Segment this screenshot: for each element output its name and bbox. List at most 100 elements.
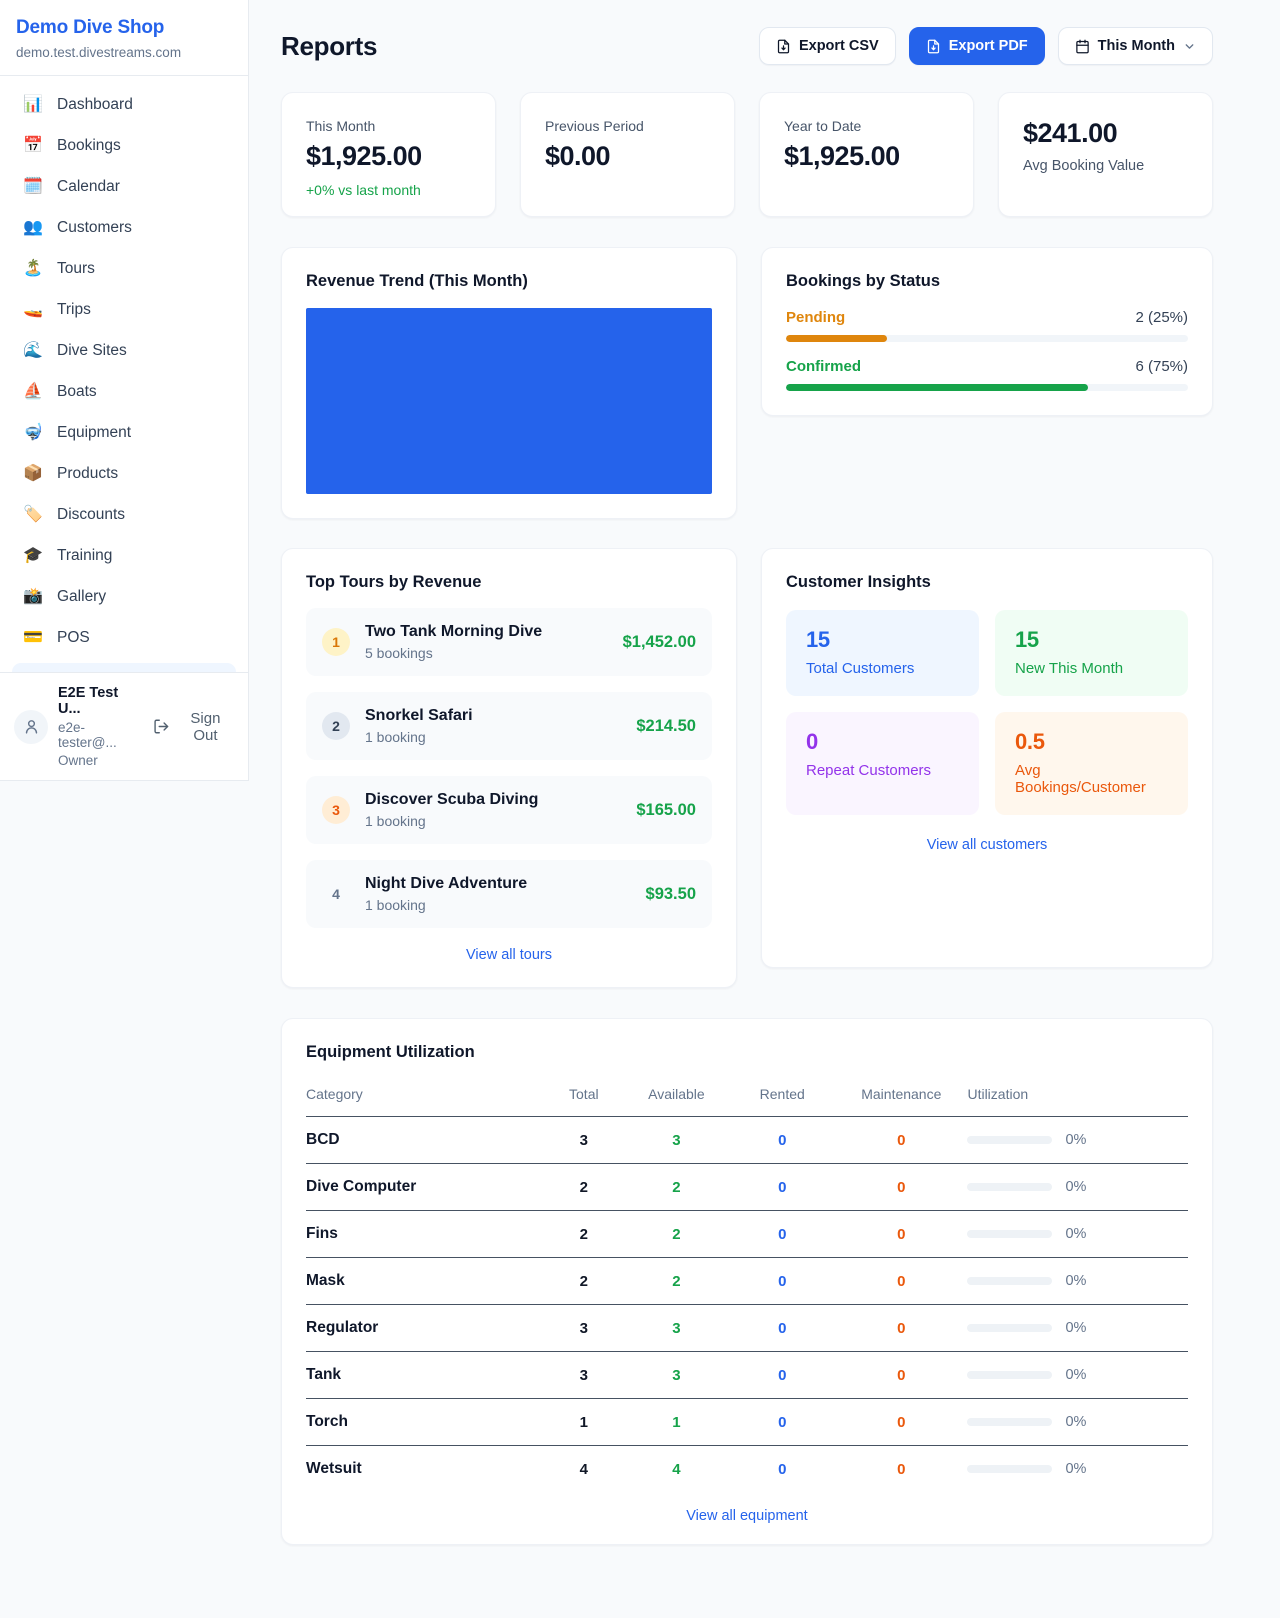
sidebar-item[interactable]: 🏷️ Discounts [12,496,236,534]
stat-card-year-to-date: Year to Date $1,925.00 [759,92,974,217]
top-tours-card: Top Tours by Revenue 1 Two Tank Morning … [281,548,737,988]
nav-item-label: Bookings [57,137,121,154]
nav-item-label: Products [57,465,119,482]
cell-rented: 0 [729,1257,836,1305]
file-download-icon [927,39,939,53]
cell-maintenance: 0 [835,1304,968,1352]
main-content: Reports Export CSV Export PDF This Month… [250,0,1280,1618]
rank-badge: 4 [332,886,340,902]
table-row: Torch 1 1 0 0 0% [306,1398,1188,1446]
sidebar-item[interactable]: 💳 POS [12,619,236,657]
cell-total: 3 [544,1116,624,1164]
revenue-trend-title: Revenue Trend (This Month) [306,272,528,290]
insight-value: 15 [806,627,830,652]
sidebar-item[interactable]: 🌊 Dive Sites [12,332,236,370]
rank-badge: 2 [322,712,350,740]
cell-category: Mask [306,1257,545,1305]
period-label: This Month [1097,38,1175,54]
nav-item-icon: 🏝️ [23,260,43,277]
utilization-percent: 0% [1065,1320,1087,1336]
nav-item-label: Customers [57,219,132,236]
user-name: E2E Test U... [58,685,119,717]
table-row: Mask 2 2 0 0 0% [306,1257,1188,1305]
sidebar-item[interactable]: 🏝️ Tours [12,250,236,288]
cell-maintenance: 0 [897,1460,906,1478]
revenue-trend-card: Revenue Trend (This Month) [281,247,737,519]
shop-name: Demo Dive Shop [16,17,165,38]
cell-available: 4 [672,1460,681,1478]
stat-card-avg-booking-value: $241.00 Avg Booking Value [998,92,1213,217]
export-csv-label: Export CSV [798,38,879,54]
nav-item-label: Discounts [57,506,126,523]
cell-total: 2 [544,1163,624,1211]
active-nav-peek[interactable] [12,663,236,672]
tour-name: Night Dive Adventure [365,875,528,892]
utilization-bar-track [967,1324,1053,1332]
sidebar-item[interactable]: 🎓 Training [12,537,236,575]
nav-item-label: Gallery [57,588,107,605]
cell-available: 3 [623,1304,730,1352]
top-tours-title: Top Tours by Revenue [306,573,482,591]
status-count: 6 (75%) [1135,358,1188,375]
utilization-bar-track [967,1418,1053,1426]
stats-row: This Month $1,925.00 +0% vs last month P… [281,92,1213,217]
view-all-tours-link[interactable]: View all tours [306,947,712,963]
table-row: Regulator 3 3 0 0 0% [306,1304,1188,1352]
charts-row: Revenue Trend (This Month) Bookings by S… [281,247,1213,519]
sidebar-item[interactable]: 📸 Gallery [12,578,236,616]
header-actions: Export CSV Export PDF This Month [758,27,1213,65]
user-role: Owner [58,753,98,768]
stat-value: $1,925.00 [306,141,422,171]
utilization-bar-track [967,1371,1053,1379]
tour-bookings: 1 booking [365,729,426,745]
nav-item-label: Dive Sites [57,342,127,359]
cell-total: 3 [544,1304,624,1352]
period-dropdown[interactable]: This Month [1057,27,1213,65]
column-header-rented: Rented [729,1076,836,1117]
sidebar-item[interactable]: 📅 Bookings [12,127,236,165]
cell-available: 2 [623,1163,730,1211]
export-pdf-button[interactable]: Export PDF [908,27,1045,65]
sidebar-item[interactable]: 🚤 Trips [12,291,236,329]
stat-card-previous-period: Previous Period $0.00 [520,92,735,217]
sidebar-item[interactable]: 📦 Products [12,455,236,493]
sidebar-item[interactable]: 📊 Dashboard [12,86,236,124]
file-download-icon [777,39,790,53]
sidebar-item[interactable]: ⛵ Boats [12,373,236,411]
sidebar-item[interactable]: 🗓️ Calendar [12,168,236,206]
table-row: BCD 3 3 0 0 0% [306,1116,1188,1164]
cell-maintenance: 0 [835,1257,968,1305]
tour-amount: $214.50 [636,716,696,735]
sidebar-item[interactable]: 🤿 Equipment [12,414,236,452]
table-row: Fins 2 2 0 0 0% [306,1210,1188,1258]
equipment-table: Category Total Available Rented Maintena… [306,1076,1188,1493]
cell-category: Fins [306,1210,545,1258]
export-csv-button[interactable]: Export CSV [758,27,896,65]
tour-name: Two Tank Morning Dive [365,623,543,640]
column-header-available: Available [623,1076,730,1117]
equipment-utilization-card: Equipment Utilization Category Total Ava… [281,1018,1213,1545]
cell-maintenance: 0 [835,1210,968,1258]
tour-amount: $93.50 [645,884,696,903]
sidebar-item[interactable]: 👥 Customers [12,209,236,247]
status-row: Confirmed 6 (75%) [786,358,1188,391]
cell-category: Regulator [306,1304,545,1352]
insight-tile: 0.5 Avg Bookings/Customer [995,712,1188,815]
view-all-equipment-link[interactable]: View all equipment [306,1508,1188,1524]
utilization-percent: 0% [1065,1367,1087,1383]
cell-available: 3 [623,1116,730,1164]
insight-label: Total Customers [806,660,915,677]
user-email: e2e-tester@... [58,720,117,750]
sign-out-button[interactable]: Sign Out [153,710,234,744]
cell-total: 2 [544,1257,624,1305]
insight-tile: 15 Total Customers [786,610,979,696]
sidebar-nav: 📊 Dashboard 📅 Bookings 🗓️ Calendar 👥 Cus… [0,76,248,663]
nav-item-icon: 🗓️ [23,178,43,195]
tour-row: 3 Discover Scuba Diving 1 booking $165.0… [306,776,712,844]
cell-available: 1 [623,1398,730,1446]
view-all-customers-link[interactable]: View all customers [786,837,1188,853]
nav-item-icon: 💳 [23,629,43,646]
insight-label: Avg Bookings/Customer [1015,762,1146,796]
tour-row: 1 Two Tank Morning Dive 5 bookings $1,45… [306,608,712,676]
cell-available: 2 [623,1210,730,1258]
